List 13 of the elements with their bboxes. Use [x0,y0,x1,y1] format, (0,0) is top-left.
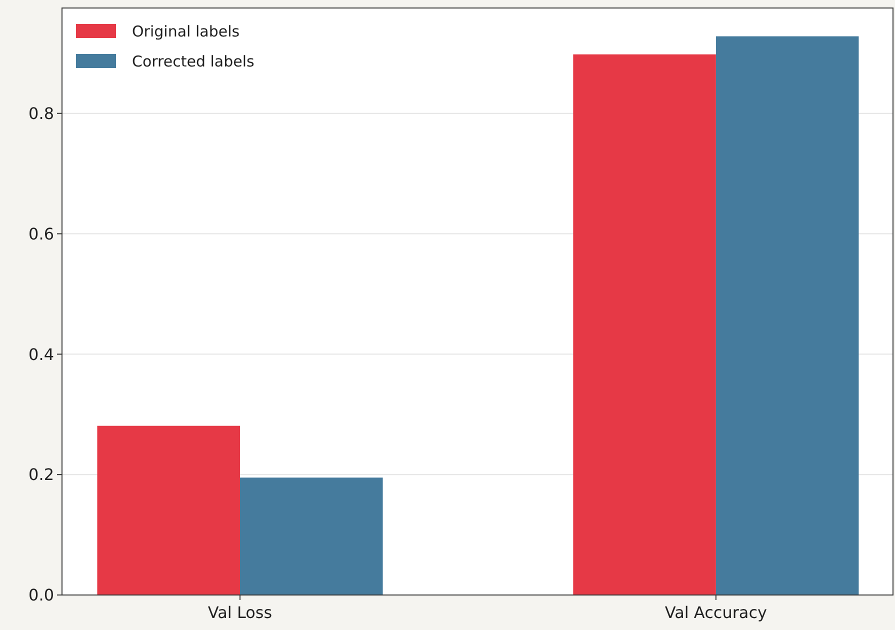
y-tick-label: 0.6 [28,224,54,244]
bar [716,36,859,595]
x-tick-label: Val Accuracy [664,603,767,622]
legend-label: Corrected labels [132,52,255,70]
bar [573,54,716,595]
y-tick-label: 0.0 [28,586,54,605]
legend-label: Original labels [132,22,240,40]
y-tick-label: 0.8 [28,104,54,123]
y-tick-label: 0.4 [28,344,54,364]
y-tick-label: 0.2 [28,465,54,484]
bar [240,478,383,595]
x-tick-label: Val Loss [208,603,272,622]
bar [97,426,240,595]
